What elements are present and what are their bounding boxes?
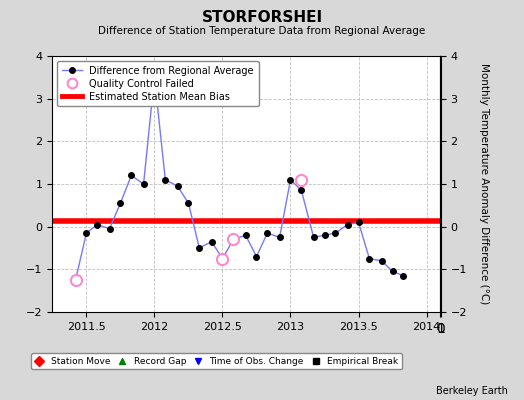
Legend: Difference from Regional Average, Quality Control Failed, Estimated Station Mean: Difference from Regional Average, Qualit…: [57, 61, 259, 106]
Legend: Station Move, Record Gap, Time of Obs. Change, Empirical Break: Station Move, Record Gap, Time of Obs. C…: [31, 353, 402, 370]
Text: STORFORSHEI: STORFORSHEI: [201, 10, 323, 25]
Text: Berkeley Earth: Berkeley Earth: [436, 386, 508, 396]
Y-axis label: Monthly Temperature Anomaly Difference (°C): Monthly Temperature Anomaly Difference (…: [479, 63, 489, 305]
Text: Difference of Station Temperature Data from Regional Average: Difference of Station Temperature Data f…: [99, 26, 425, 36]
